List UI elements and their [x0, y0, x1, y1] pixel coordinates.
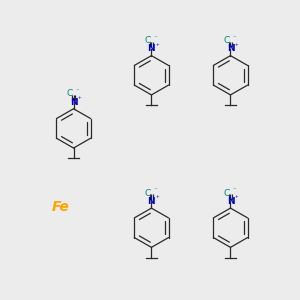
Text: C: C — [224, 36, 230, 45]
Text: ⁻: ⁻ — [153, 35, 157, 41]
Text: ⁻: ⁻ — [75, 88, 79, 94]
Text: ⁺: ⁺ — [235, 44, 238, 50]
Text: ⁻: ⁻ — [232, 188, 236, 194]
Text: Fe: Fe — [52, 200, 70, 214]
Text: ⁻: ⁻ — [232, 35, 236, 41]
Text: C: C — [67, 89, 73, 98]
Text: N: N — [227, 197, 234, 206]
Text: N: N — [70, 98, 77, 106]
Text: N: N — [148, 197, 155, 206]
Text: C: C — [145, 36, 151, 45]
Text: ⁺: ⁺ — [78, 97, 82, 103]
Text: ⁺: ⁺ — [156, 44, 160, 50]
Text: N: N — [148, 44, 155, 53]
Text: ⁻: ⁻ — [153, 188, 157, 194]
Text: N: N — [227, 44, 234, 53]
Text: C: C — [224, 189, 230, 198]
Text: ⁺: ⁺ — [156, 196, 160, 202]
Text: ⁺: ⁺ — [235, 196, 238, 202]
Text: C: C — [145, 189, 151, 198]
